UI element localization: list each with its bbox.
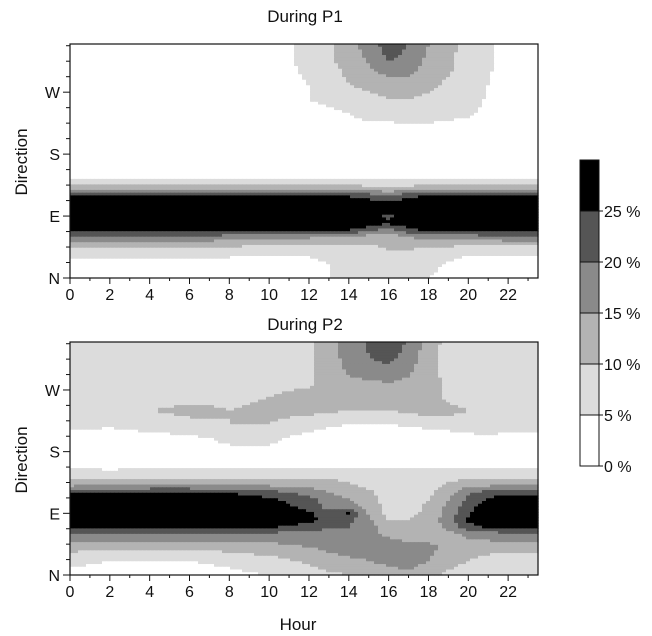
chart-title-p1: During P1: [267, 7, 343, 26]
heatmap-cells-p1: [70, 44, 539, 279]
